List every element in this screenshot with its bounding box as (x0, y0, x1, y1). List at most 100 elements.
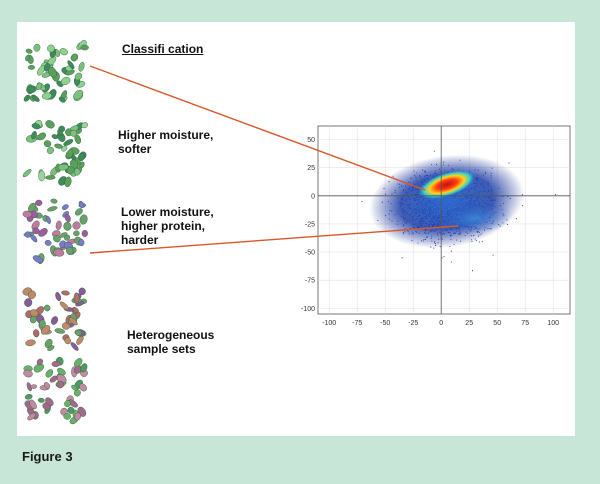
kernel (48, 66, 57, 78)
kernel (47, 206, 58, 212)
figure-caption: Figure 3 (22, 449, 73, 464)
kernel (63, 221, 72, 231)
kernel (32, 227, 40, 235)
kernel (54, 328, 66, 334)
kernel (43, 140, 52, 148)
kernel (73, 89, 84, 100)
kernel (73, 230, 80, 237)
kernel (37, 65, 46, 76)
kernel (78, 238, 85, 247)
kernel (25, 54, 30, 62)
kernel (71, 384, 78, 391)
kernel (24, 394, 33, 400)
kernel (33, 43, 41, 52)
kernel (65, 149, 74, 159)
label-lower-moisture: Lower moisture, higher protein, harder (121, 205, 214, 247)
kernel (63, 413, 71, 420)
kernel (45, 215, 51, 224)
kernel (74, 412, 81, 421)
kernel (53, 248, 65, 257)
kernel (78, 200, 85, 209)
sample-image-1 (22, 38, 90, 108)
kernel (81, 230, 88, 237)
kernel (28, 202, 36, 213)
kernel (57, 129, 63, 137)
kernel (35, 199, 43, 207)
kernel (72, 307, 79, 314)
scatter-plot: -100 -75 -50 -25 0 25 50 75 100 50 25 0 -25 -50 -75 -10… (298, 120, 578, 335)
kernel (45, 397, 54, 406)
kernel (57, 367, 66, 376)
kernel (69, 159, 79, 169)
label-heterogeneous: Heterogeneous sample sets (127, 328, 215, 356)
scatter-point (508, 162, 510, 164)
y-tick-label: -25 (305, 221, 315, 228)
kernel (36, 358, 43, 366)
x-tick-label: 25 (465, 320, 473, 327)
kernel (33, 329, 40, 338)
y-tick-label: -75 (305, 278, 315, 285)
y-tick-label: 0 (311, 193, 315, 200)
kernel (68, 317, 78, 326)
kernel (58, 96, 66, 103)
x-tick-label: 0 (439, 320, 443, 327)
scatter-point (555, 194, 557, 196)
scatter-point (361, 200, 363, 202)
kernel (60, 76, 71, 86)
x-tick-label: -75 (352, 320, 362, 327)
x-tick-label: -25 (408, 320, 418, 327)
x-tick-label: -50 (380, 320, 390, 327)
kernel (27, 65, 36, 70)
kernel (79, 383, 87, 392)
kernel (44, 338, 53, 348)
y-tick-label: 50 (307, 137, 315, 144)
sample-image-5 (22, 356, 90, 426)
kernel (47, 44, 55, 53)
kernel (74, 389, 81, 397)
label-higher-moisture: Higher moisture, softer (118, 128, 214, 156)
kernel (64, 176, 72, 188)
kernel (23, 94, 31, 102)
scatter-point (471, 270, 474, 272)
kernel (61, 290, 70, 296)
kernel (78, 287, 86, 295)
kernel (46, 146, 54, 154)
kernel (24, 298, 33, 307)
kernel (41, 92, 52, 100)
kernel (31, 95, 40, 102)
kernel (38, 319, 46, 329)
kernel (57, 163, 69, 171)
kernel (25, 48, 33, 54)
kernel (80, 363, 88, 373)
kernel (64, 337, 71, 345)
kernel (64, 234, 71, 241)
kernel (26, 85, 37, 94)
kernel (44, 239, 52, 246)
scatter-point (401, 257, 403, 259)
kernel (22, 169, 32, 178)
kernel (50, 316, 59, 325)
kernel (30, 384, 38, 389)
kernel (70, 342, 79, 351)
kernel (44, 304, 51, 312)
scatter-point (478, 241, 480, 243)
kernel (79, 214, 88, 225)
kernel (70, 129, 78, 137)
kernel (27, 290, 36, 300)
kernel (61, 204, 69, 210)
y-tick-label: -50 (305, 250, 315, 257)
x-tick-label: 100 (547, 320, 559, 327)
kernel (78, 61, 85, 72)
kernel (72, 221, 81, 230)
kernel (78, 153, 85, 162)
x-tick-label: 75 (521, 320, 529, 327)
kernel (80, 44, 89, 51)
kernel (51, 134, 59, 140)
y-tick-label: -100 (301, 306, 315, 313)
kernel (27, 412, 37, 421)
density-hotspot (418, 169, 476, 200)
kernel (76, 335, 84, 345)
kernel (45, 120, 55, 129)
kernel (74, 72, 83, 81)
kernel (37, 132, 46, 141)
